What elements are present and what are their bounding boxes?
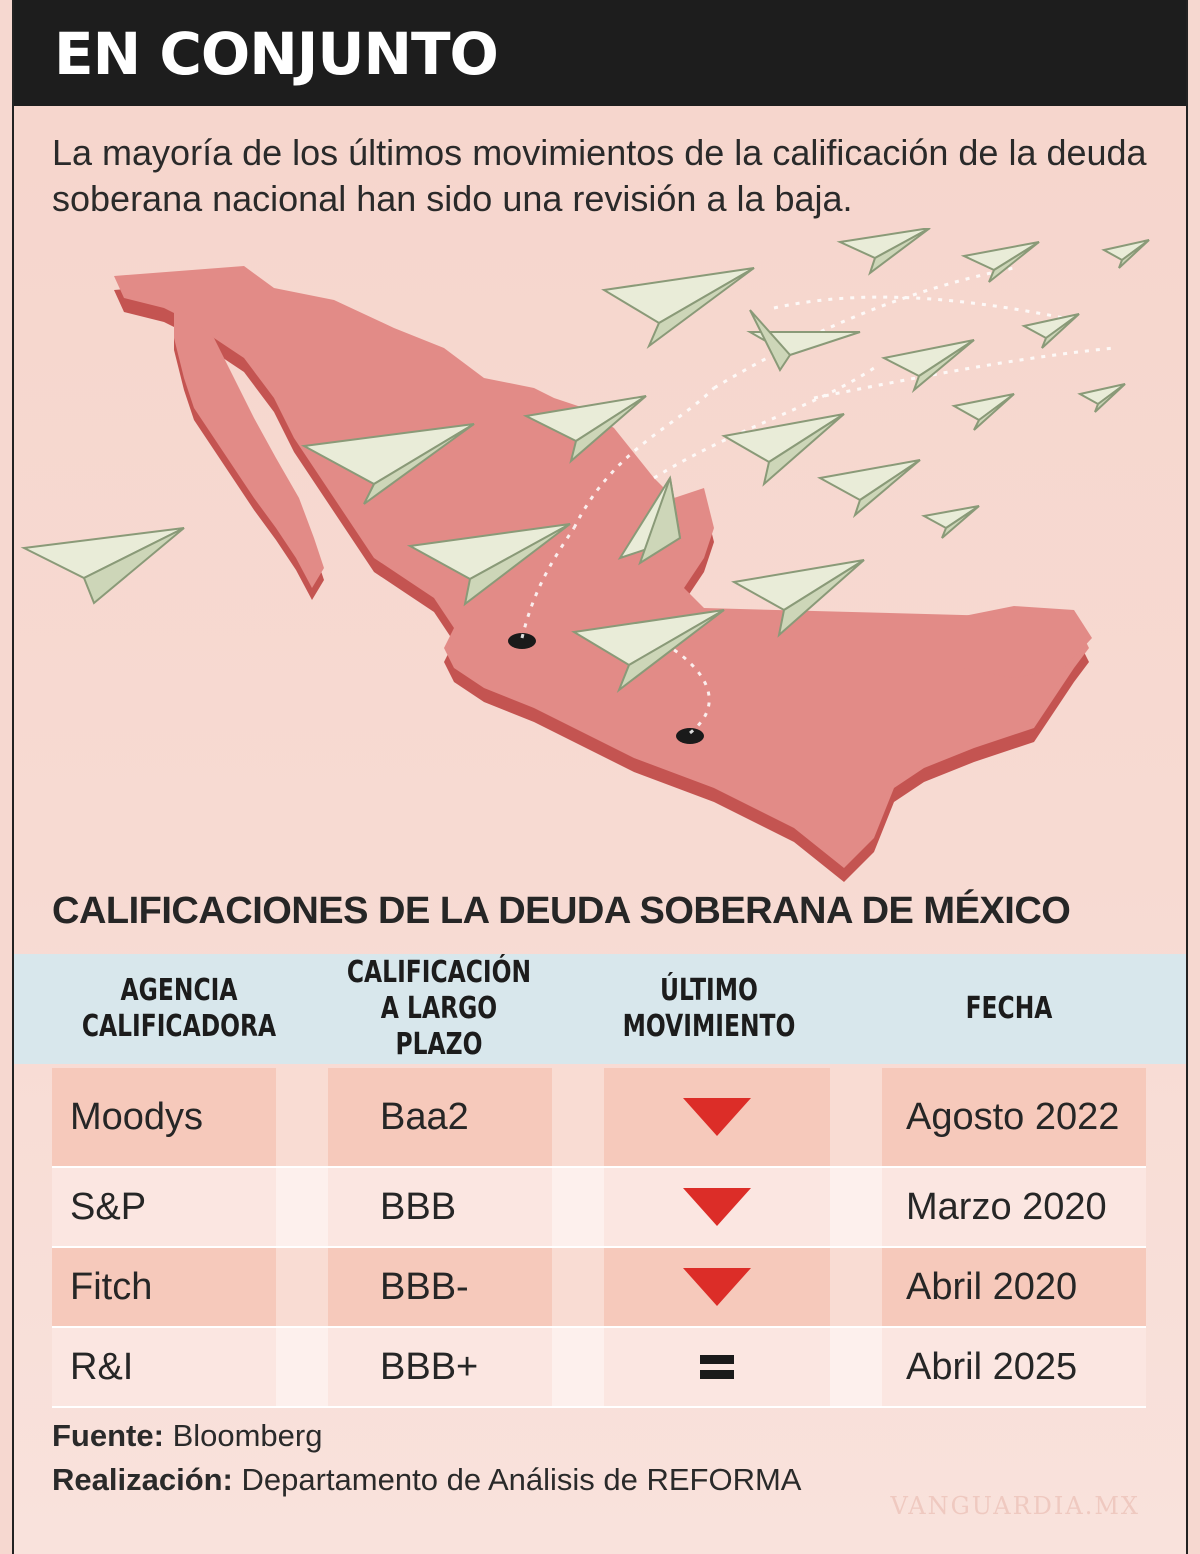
column-header-agency: AGENCIA CALIFICADORA [81,973,277,1044]
agency-cell: S&P [70,1185,147,1228]
agency-cell: R&I [70,1345,134,1388]
equal-icon [700,1355,734,1379]
column-header-movement: ÚLTIMO MOVIMIENTO [622,973,796,1044]
page-title: EN CONJUNTO [54,20,499,88]
mexico-map-icon [114,266,1092,882]
column-header-rating: CALIFICACIÓN A LARGO PLAZO [346,955,532,1062]
agency-cell: Fitch [70,1265,153,1308]
mexico-map-image [20,227,1150,882]
credit-value: Departamento de Análisis de REFORMA [241,1462,802,1497]
movement-cell [604,1168,830,1246]
rating-cell: Baa2 [380,1095,469,1138]
table-row: R&I BBB+ Abril 2025 [52,1328,1146,1408]
movement-cell [604,1328,830,1406]
rating-cell: BBB- [380,1265,469,1308]
source-label: Fuente: [52,1418,164,1453]
date-cell: Agosto 2022 [906,1095,1120,1138]
source-line: Fuente: Bloomberg [52,1418,322,1454]
watermark: VANGUARDIA.MX [890,1492,1140,1520]
down-triangle-icon [683,1268,751,1306]
table-row: S&P BBB Marzo 2020 [52,1168,1146,1248]
table-header: AGENCIA CALIFICADORA CALIFICACIÓN A LARG… [14,954,1186,1064]
credit-label: Realización: [52,1462,233,1497]
rating-cell: BBB [380,1185,457,1228]
intro-text: La mayoría de los últimos movimientos de… [52,132,1147,219]
header-bar: EN CONJUNTO [14,0,1186,106]
table-title: CALIFICACIONES DE LA DEUDA SOBERANA DE M… [52,890,1071,932]
down-triangle-icon [683,1098,751,1136]
column-header-date: FECHA [965,991,1053,1026]
date-cell: Marzo 2020 [906,1185,1107,1228]
down-triangle-icon [683,1188,751,1226]
agency-cell: Moodys [70,1095,204,1138]
movement-cell [604,1068,830,1166]
table-row: Fitch BBB- Abril 2020 [52,1248,1146,1328]
table-row: Moodys Baa2 Agosto 2022 [52,1068,1146,1168]
paper-airplane-money-icons [20,227,1150,693]
map-illustration [14,227,1186,888]
date-cell: Abril 2020 [906,1265,1078,1308]
rating-cell: BBB+ [380,1345,479,1388]
movement-cell [604,1248,830,1326]
date-cell: Abril 2025 [906,1345,1078,1388]
credit-line: Realización: Departamento de Análisis de… [52,1462,801,1498]
source-value: Bloomberg [172,1418,323,1453]
